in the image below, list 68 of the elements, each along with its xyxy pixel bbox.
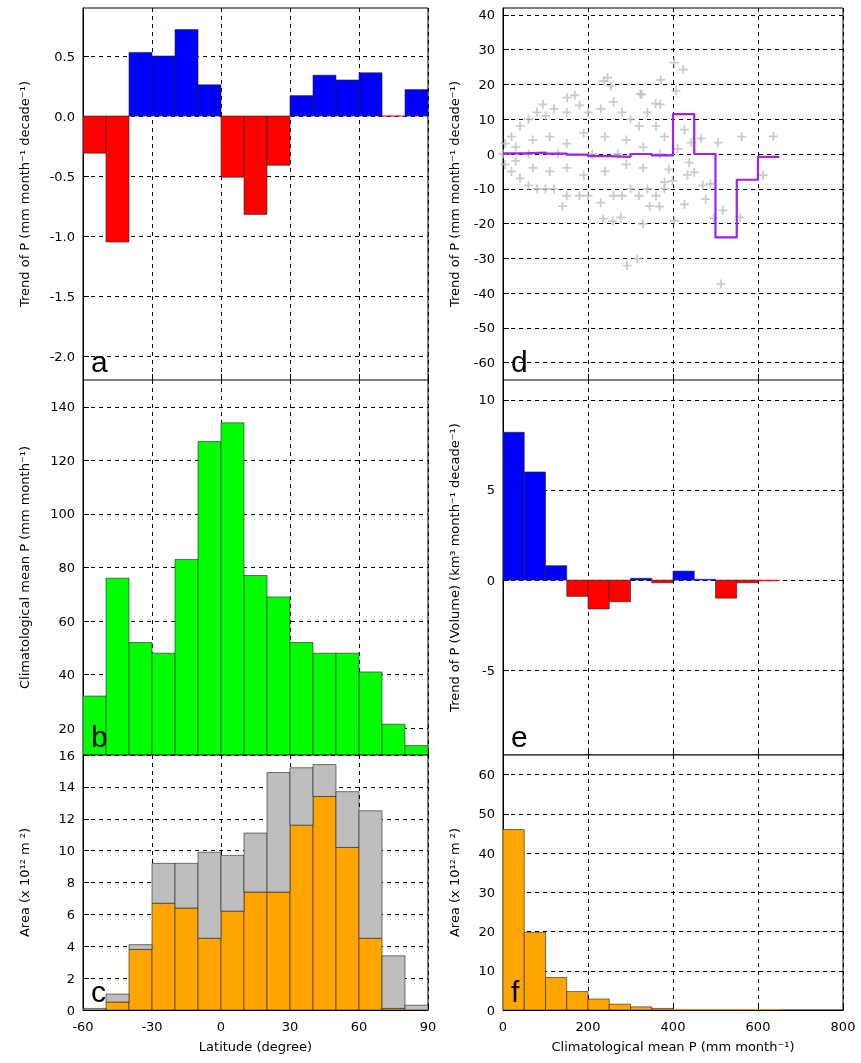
x-tick-label: 800 [830,1019,856,1034]
annotation: b [91,719,108,753]
y-tick-label: 0 [66,1002,75,1018]
y-tick-label: 20 [478,76,495,92]
x-tick-label: 0 [498,1019,508,1034]
y-tick-label: 120 [50,452,75,468]
y-tick-label: 60 [58,613,75,629]
y-tick-label: -5 [482,662,495,678]
y-tick-label: 16 [58,747,75,763]
y-tick-label: 5 [486,482,495,498]
annotation: f [511,974,520,1008]
annotation: d [511,344,528,378]
y-tick-label: -30 [473,250,495,266]
y-tick-label: 0 [486,572,495,588]
y-tick-label: 2 [66,970,75,986]
y-axis-title: Area (x 10¹² m ²) [17,827,32,938]
y-tick-label: 6 [66,906,75,922]
y-tick-label: 0.0 [54,108,75,124]
y-tick-label: -40 [473,285,495,301]
x-tick-label: 90 [419,1019,437,1034]
y-tick-label: -20 [473,216,495,232]
y-tick-label: 140 [50,399,75,415]
y-axis-title: Trend of P (Volume) (km³ month⁻¹ decade⁻¹) [447,423,462,713]
y-tick-label: -60 [473,355,495,371]
y-tick-label: 80 [58,560,75,575]
y-axis-title: Area (x 10¹² m ²) [447,827,462,938]
y-tick-label: -50 [473,320,495,336]
y-tick-label: 40 [58,667,75,683]
y-axis-title: Trend of P (mm month⁻¹ decade⁻¹) [447,80,462,309]
y-tick-label: 10 [478,392,495,408]
y-tick-label: -1.0 [49,228,75,244]
y-tick-label: 40 [478,7,495,23]
y-tick-label: 10 [478,111,495,127]
y-tick-label: 50 [478,806,495,822]
y-tick-label: 20 [478,924,495,940]
x-tick-label: -30 [141,1019,163,1034]
y-tick-label: 12 [58,811,75,827]
annotation: c [91,974,106,1008]
y-tick-label: 60 [478,767,495,783]
y-tick-label: 100 [50,506,75,522]
annotation: a [91,344,108,378]
y-tick-label: 4 [66,938,75,954]
y-tick-label: 10 [58,843,75,859]
y-tick-label: 10 [478,963,495,979]
y-tick-label: 30 [478,42,495,58]
x-tick-label: 60 [350,1019,368,1034]
y-tick-label: 14 [58,779,75,795]
y-tick-label: -10 [473,181,495,197]
y-tick-label: 30 [478,884,495,900]
y-tick-label: 40 [478,845,495,861]
x-tick-label: 0 [216,1019,226,1034]
y-tick-label: 20 [58,720,75,736]
y-tick-label: -0.5 [49,168,75,184]
x-axis-title: Latitude (degree) [198,1039,313,1054]
y-tick-label: -2.0 [49,348,75,364]
y-tick-label: -1.5 [49,288,75,304]
y-tick-label: 0 [486,1002,495,1018]
y-axis-title: Trend of P (mm month⁻¹ decade⁻¹) [17,80,32,309]
y-tick-label: 8 [66,875,75,890]
x-axis-title: Climatological mean P (mm month⁻¹) [551,1039,795,1054]
annotation: e [511,719,528,753]
y-axis-title: Climatological mean P (mm month⁻¹) [17,445,32,690]
x-tick-label: 200 [575,1019,601,1034]
x-tick-label: 30 [281,1019,299,1034]
x-tick-label: 400 [660,1019,686,1034]
y-tick-label: 0.5 [54,48,75,64]
y-tick-label: 0 [486,146,495,162]
x-tick-label: 600 [745,1019,771,1034]
